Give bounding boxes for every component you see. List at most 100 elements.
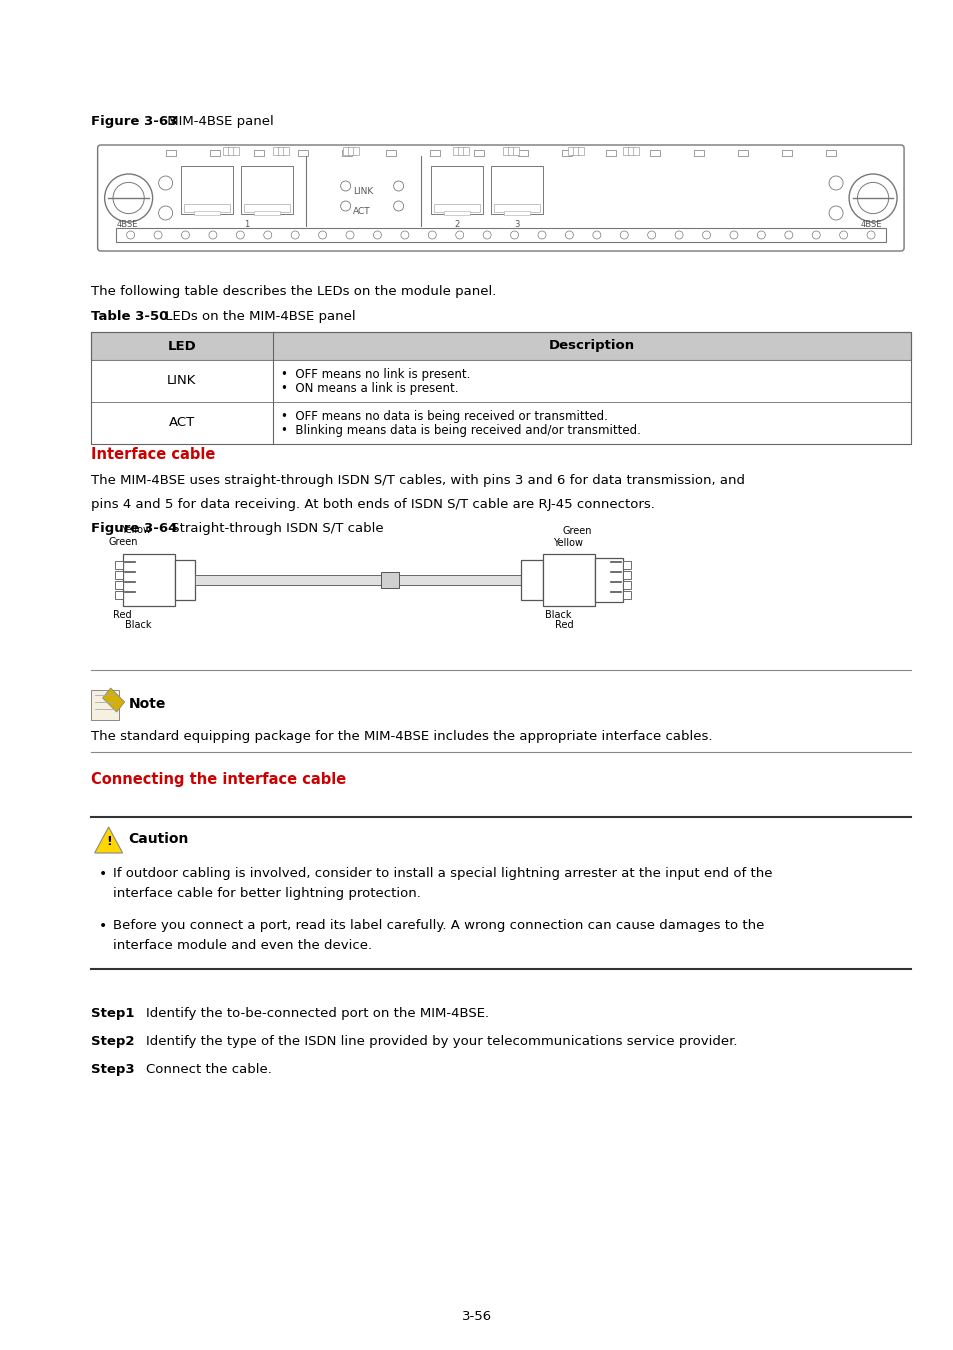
Circle shape: [373, 231, 381, 239]
Circle shape: [757, 231, 764, 239]
Bar: [91, 332, 910, 360]
Bar: [594, 558, 622, 602]
Circle shape: [537, 231, 545, 239]
Text: !: !: [106, 834, 112, 848]
Text: Step3: Step3: [91, 1062, 134, 1076]
Bar: [341, 150, 352, 157]
Text: Connecting the interface cable: Connecting the interface cable: [91, 772, 346, 787]
Bar: [243, 204, 290, 212]
Text: The MIM-4BSE uses straight-through ISDN S/T cables, with pins 3 and 6 for data t: The MIM-4BSE uses straight-through ISDN …: [91, 474, 744, 487]
Text: 4BSE: 4BSE: [861, 220, 882, 230]
Circle shape: [811, 231, 820, 239]
Circle shape: [482, 231, 491, 239]
Text: •: •: [98, 867, 107, 882]
Circle shape: [675, 231, 682, 239]
Circle shape: [729, 231, 738, 239]
Bar: [297, 150, 308, 157]
Bar: [520, 560, 542, 599]
Text: Green: Green: [109, 537, 138, 547]
Circle shape: [340, 201, 351, 211]
Circle shape: [105, 174, 152, 221]
Bar: [123, 554, 174, 606]
Circle shape: [112, 182, 144, 213]
Bar: [430, 150, 439, 157]
Circle shape: [158, 207, 172, 220]
Bar: [210, 150, 219, 157]
Bar: [253, 150, 263, 157]
Bar: [622, 562, 630, 568]
Bar: [180, 166, 233, 215]
Bar: [193, 211, 219, 215]
Text: Yellow: Yellow: [120, 525, 151, 535]
Bar: [693, 150, 703, 157]
Text: Straight-through ISDN S/T cable: Straight-through ISDN S/T cable: [167, 522, 383, 535]
Text: Yellow: Yellow: [552, 539, 582, 548]
Text: Identify the to-be-connected port on the MIM-4BSE.: Identify the to-be-connected port on the…: [146, 1007, 488, 1021]
Bar: [622, 591, 630, 599]
Text: Figure 3-64: Figure 3-64: [91, 522, 177, 535]
Circle shape: [318, 231, 326, 239]
Circle shape: [291, 231, 299, 239]
Text: Description: Description: [548, 339, 635, 352]
Text: Identify the type of the ISDN line provided by your telecommunications service p: Identify the type of the ISDN line provi…: [146, 1035, 737, 1048]
Circle shape: [866, 231, 874, 239]
Bar: [194, 575, 520, 585]
Bar: [452, 147, 458, 155]
Text: If outdoor cabling is involved, consider to install a special lightning arrester: If outdoor cabling is involved, consider…: [112, 867, 771, 880]
Bar: [622, 580, 630, 589]
Bar: [462, 147, 468, 155]
Circle shape: [828, 176, 842, 190]
Text: Black: Black: [125, 620, 151, 630]
Bar: [622, 147, 628, 155]
Text: The standard equipping package for the MIM-4BSE includes the appropriate interfa: The standard equipping package for the M…: [91, 730, 711, 742]
Circle shape: [428, 231, 436, 239]
FancyBboxPatch shape: [97, 144, 903, 251]
Text: 4BSE: 4BSE: [116, 220, 138, 230]
Bar: [572, 147, 578, 155]
Bar: [567, 147, 573, 155]
Polygon shape: [103, 688, 125, 711]
Circle shape: [839, 231, 847, 239]
Bar: [542, 554, 594, 606]
Bar: [91, 690, 118, 720]
Bar: [115, 228, 885, 242]
Bar: [738, 150, 747, 157]
Bar: [91, 332, 910, 444]
Bar: [114, 562, 123, 568]
Bar: [434, 204, 479, 212]
Bar: [114, 571, 123, 579]
Circle shape: [456, 231, 463, 239]
Text: •  OFF means no data is being received or transmitted.: • OFF means no data is being received or…: [280, 410, 607, 423]
Text: Table 3-50: Table 3-50: [91, 310, 168, 323]
Bar: [222, 147, 229, 155]
Text: •  Blinking means data is being received and/or transmitted.: • Blinking means data is being received …: [280, 424, 639, 437]
Circle shape: [701, 231, 710, 239]
Text: 1: 1: [244, 220, 249, 230]
Circle shape: [400, 231, 409, 239]
Text: 3-56: 3-56: [461, 1310, 492, 1323]
Circle shape: [857, 182, 888, 213]
Text: interface module and even the device.: interface module and even the device.: [112, 940, 372, 952]
Text: LEDs on the MIM-4BSE panel: LEDs on the MIM-4BSE panel: [160, 310, 355, 323]
Bar: [561, 150, 571, 157]
Text: LINK: LINK: [167, 374, 196, 387]
Bar: [781, 150, 791, 157]
Bar: [233, 147, 238, 155]
Circle shape: [565, 231, 573, 239]
Bar: [503, 211, 529, 215]
Circle shape: [828, 207, 842, 220]
Text: The following table describes the LEDs on the module panel.: The following table describes the LEDs o…: [91, 285, 496, 298]
Circle shape: [236, 231, 244, 239]
Bar: [342, 147, 348, 155]
Bar: [649, 150, 659, 157]
Bar: [347, 147, 354, 155]
Circle shape: [394, 181, 403, 190]
Bar: [353, 147, 358, 155]
Bar: [174, 560, 194, 599]
Text: •  OFF means no link is present.: • OFF means no link is present.: [280, 369, 470, 381]
Bar: [632, 147, 638, 155]
Text: LED: LED: [167, 339, 195, 352]
Circle shape: [647, 231, 655, 239]
Text: Interface cable: Interface cable: [91, 447, 214, 462]
Bar: [622, 571, 630, 579]
